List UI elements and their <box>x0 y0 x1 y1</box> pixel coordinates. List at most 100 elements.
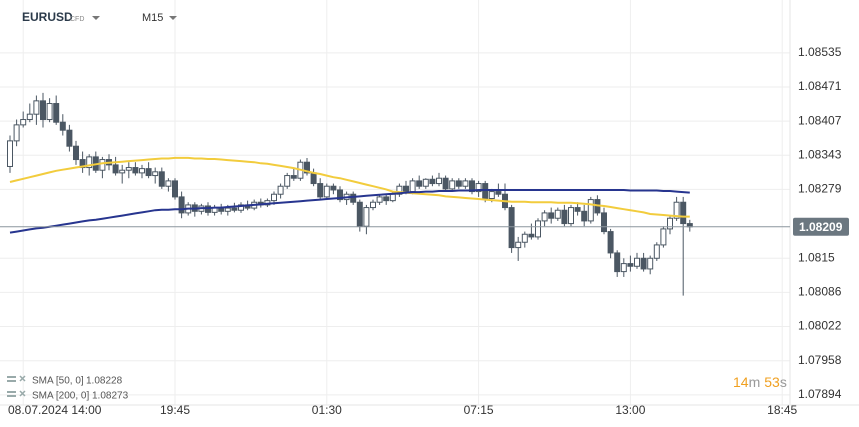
legend-name: SMA [200, 0] <box>32 391 89 402</box>
plot <box>0 92 790 296</box>
candle-body <box>568 207 574 225</box>
candle-body <box>238 204 244 211</box>
y-tick-label: 1.07958 <box>798 353 842 367</box>
legend-value: 1.08228 <box>86 376 123 387</box>
y-tick-label: 1.08022 <box>798 319 842 333</box>
candle-body <box>370 201 376 209</box>
candle-body <box>495 191 502 195</box>
countdown-minutes: 14 <box>733 374 749 390</box>
candle-body <box>647 257 654 270</box>
y-tick-label: 1.07894 <box>798 387 842 401</box>
y-tick-label: 1.08471 <box>798 79 842 93</box>
candle-body <box>416 180 423 187</box>
candle-body <box>46 103 53 121</box>
candle-body <box>469 180 475 193</box>
candle-body <box>508 207 515 249</box>
candle-body <box>403 185 409 193</box>
candle-body <box>79 159 86 169</box>
candle-body <box>20 119 27 126</box>
symbol[interactable]: EURUSD <box>22 10 73 24</box>
candle-body <box>139 168 145 174</box>
symbol-tag: CFD <box>70 16 84 23</box>
candle-body <box>383 196 390 202</box>
candle-body <box>7 140 13 167</box>
x-tick-label: 13:00 <box>615 403 645 417</box>
candle-body <box>409 180 416 193</box>
candle-body <box>653 244 660 259</box>
sma-line <box>9 189 690 234</box>
labels: 1.07894 1.07958 1.08022 1.08086 1.0815 1.0827… <box>8 45 849 417</box>
candle-body <box>172 180 178 198</box>
candle-body <box>455 180 462 187</box>
candle-body <box>640 257 647 270</box>
candle-body <box>125 167 132 171</box>
candle-body <box>614 252 621 273</box>
legend-value: 1.08273 <box>92 391 129 402</box>
legend-icons <box>7 375 26 397</box>
candle-body <box>673 201 680 219</box>
candle-body <box>145 168 152 177</box>
candle-body <box>13 124 20 142</box>
candle-body <box>165 180 172 187</box>
candle-body <box>442 177 449 190</box>
candle-body <box>33 100 40 115</box>
symbol-dropdown[interactable] <box>92 16 100 20</box>
candle-body <box>528 233 535 238</box>
grid <box>0 0 790 405</box>
candle-body <box>317 183 324 198</box>
candle-body <box>620 263 627 273</box>
candle-body <box>205 205 211 213</box>
candle-body <box>284 175 291 187</box>
candle-body <box>449 180 456 190</box>
candle-body <box>561 209 568 225</box>
candle-body <box>607 231 614 254</box>
current-price-label: 1.08209 <box>799 220 843 234</box>
candle-body <box>548 212 555 219</box>
y-tick-label: 1.08343 <box>798 147 842 161</box>
candle-body <box>132 167 139 174</box>
candle-body <box>587 199 594 222</box>
candle-body <box>350 193 357 203</box>
timeframe[interactable]: M15 <box>142 12 163 24</box>
candle-body <box>429 178 436 185</box>
candle-body <box>581 210 588 222</box>
candle-body <box>363 207 370 227</box>
candle-body <box>554 209 561 219</box>
candle-body <box>396 185 403 195</box>
timeframe-dropdown[interactable] <box>169 16 177 20</box>
candle-body <box>290 175 297 179</box>
candle-body <box>152 171 159 177</box>
candle-body <box>304 161 310 174</box>
y-tick-label: 1.08279 <box>798 182 842 196</box>
x-tick-label: 19:45 <box>160 403 190 417</box>
candle-body <box>323 185 330 198</box>
candle-body <box>178 196 185 214</box>
candle-body <box>356 201 363 227</box>
candle-body <box>271 193 277 202</box>
countdown-seconds: 53 <box>764 374 780 390</box>
x-tick-label: 18:45 <box>767 403 797 417</box>
countdown-minutes-unit: m <box>749 374 761 390</box>
candle-body <box>488 191 495 199</box>
candle-body <box>535 220 541 238</box>
candle-body <box>119 169 126 174</box>
candle-body <box>422 178 429 187</box>
countdown: 14m 53s <box>733 374 787 390</box>
candle-body <box>601 212 607 233</box>
candle-body <box>389 193 396 202</box>
y-tick-label: 1.08535 <box>798 45 842 59</box>
x-tick-label: 01:30 <box>312 403 342 417</box>
candle-body <box>660 228 667 246</box>
candle-body <box>112 164 119 174</box>
candle-body <box>99 159 106 171</box>
candle-body <box>541 212 548 222</box>
legend-name: SMA [50, 0] <box>32 376 84 387</box>
candle-body <box>66 129 73 147</box>
candle-body <box>86 156 93 169</box>
candle-body <box>667 217 673 230</box>
candle-body <box>277 185 284 195</box>
current-price-box <box>793 217 849 236</box>
candle-body <box>40 100 46 121</box>
y-tick-label: 1.0815 <box>798 250 835 264</box>
